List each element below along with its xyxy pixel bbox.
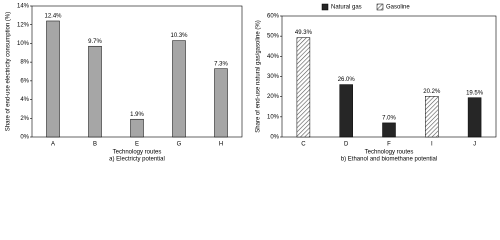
y-tick-label: 0% xyxy=(20,135,29,141)
x-tick-label: J xyxy=(473,142,476,148)
bar xyxy=(382,122,396,138)
x-tick-label: G xyxy=(177,142,182,148)
bar xyxy=(296,37,311,138)
data-label: 26.0% xyxy=(338,77,356,83)
x-axis-label: Technology routes xyxy=(113,150,162,156)
data-label: 7.0% xyxy=(382,115,396,121)
y-tick-label: 0% xyxy=(270,135,279,141)
y-tick-label: 50% xyxy=(267,34,280,40)
bar xyxy=(172,40,186,138)
data-label: 10.3% xyxy=(170,33,188,39)
x-tick-label: B xyxy=(93,142,97,148)
y-tick-label: 10% xyxy=(267,114,280,120)
data-label: 20.2% xyxy=(423,89,441,95)
figure: 0% 2% 4% 6% 8% 10% 12% 14% A 12.4% B 9.7% E 1.9% G 10.3… xyxy=(6,3,497,163)
y-tick-label: 8% xyxy=(20,60,29,66)
y-tick-label: 20% xyxy=(267,94,280,100)
legend-label: Gasoline xyxy=(386,5,410,11)
y-tick-label: 60% xyxy=(267,14,280,20)
x-tick-label: A xyxy=(51,142,55,148)
legend-swatch xyxy=(321,3,329,11)
data-label: 1.9% xyxy=(130,112,144,118)
data-label: 7.3% xyxy=(214,61,228,67)
data-label: 12.4% xyxy=(44,14,62,20)
y-axis-label: Share of end-use electricity consumption… xyxy=(6,12,12,131)
bar xyxy=(46,20,60,138)
y-tick-label: 12% xyxy=(17,22,30,28)
x-tick-label: D xyxy=(344,142,349,148)
y-tick-label: 4% xyxy=(20,97,29,103)
y-tick-label: 10% xyxy=(17,41,30,47)
caption: a) Electricty potential xyxy=(109,157,165,163)
legend-swatch xyxy=(376,3,384,11)
legend-label: Natural gas xyxy=(331,5,362,11)
bar xyxy=(130,118,144,138)
bar xyxy=(425,96,439,138)
x-tick-label: C xyxy=(301,142,306,148)
y-tick-label: 6% xyxy=(20,78,29,84)
data-label: 49.3% xyxy=(295,30,313,36)
caption: b) Ethanol and biomethane potential xyxy=(341,157,437,163)
y-axis-label: Share of end-use natural gas/gasoline (%… xyxy=(256,20,262,132)
y-tick-label: 30% xyxy=(267,74,280,80)
x-tick-label: H xyxy=(219,142,223,148)
bar xyxy=(339,84,353,138)
bar xyxy=(214,68,228,138)
y-tick-label: 40% xyxy=(267,54,280,60)
x-tick-label: E xyxy=(135,142,139,148)
data-label: 9.7% xyxy=(88,39,102,45)
bar xyxy=(467,97,482,138)
x-tick-label: F xyxy=(387,142,391,148)
x-tick-label: I xyxy=(431,142,433,148)
y-tick-label: 14% xyxy=(17,4,30,10)
y-tick-label: 2% xyxy=(20,116,29,122)
bar xyxy=(88,45,102,138)
x-axis-label: Technology routes xyxy=(365,150,414,156)
data-label: 19.5% xyxy=(466,90,484,96)
